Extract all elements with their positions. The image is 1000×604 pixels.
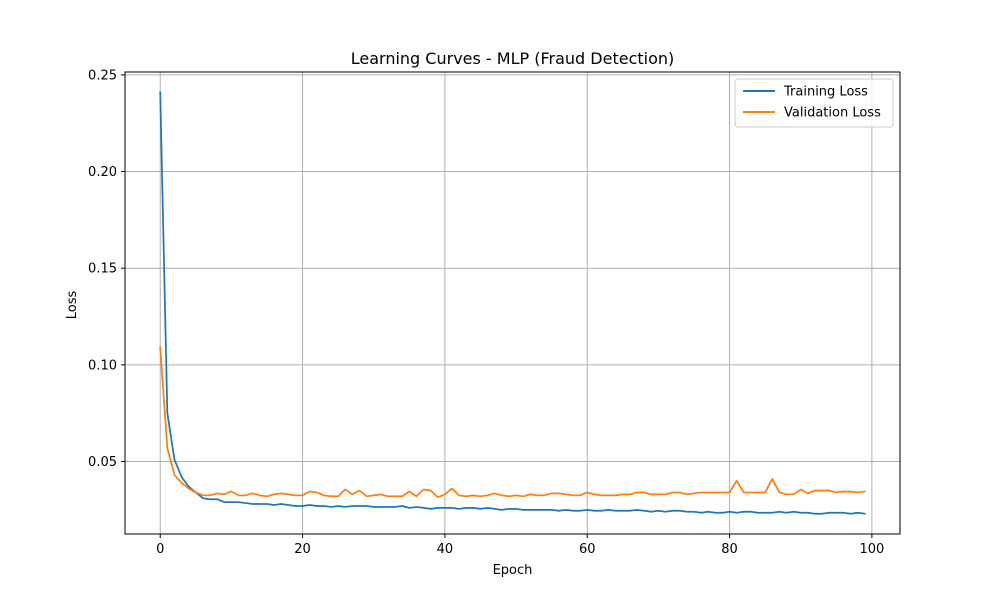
legend: Training Loss Validation Loss	[734, 78, 894, 128]
series-line-training-loss	[159, 91, 866, 515]
series-line-validation-loss	[159, 346, 866, 499]
grid	[125, 72, 900, 534]
legend-label-training-loss: Training Loss	[783, 85, 868, 100]
x-tick-label: 40	[437, 542, 454, 557]
y-axis-ticks: 0.05 0.10 0.15 0.20 0.25	[88, 68, 125, 470]
y-axis-label: Loss	[65, 291, 80, 320]
x-tick-label: 80	[721, 542, 738, 557]
chart-title: Learning Curves - MLP (Fraud Detection)	[351, 49, 675, 68]
legend-label-validation-loss: Validation Loss	[784, 106, 881, 121]
series-group	[159, 91, 866, 515]
x-axis-label: Epoch	[493, 563, 533, 578]
plot-frame	[124, 71, 901, 535]
y-tick-label: 0.15	[88, 262, 117, 277]
x-tick-label: 100	[859, 542, 884, 557]
y-tick-label: 0.05	[88, 455, 117, 470]
x-tick-label: 20	[294, 542, 311, 557]
y-tick-label: 0.20	[88, 165, 117, 180]
x-axis-ticks: 0 20 40 60 80 100	[156, 534, 884, 557]
y-tick-label: 0.25	[88, 68, 117, 83]
x-tick-label: 0	[156, 542, 164, 557]
y-tick-label: 0.10	[88, 358, 117, 373]
x-tick-label: 60	[579, 542, 596, 557]
